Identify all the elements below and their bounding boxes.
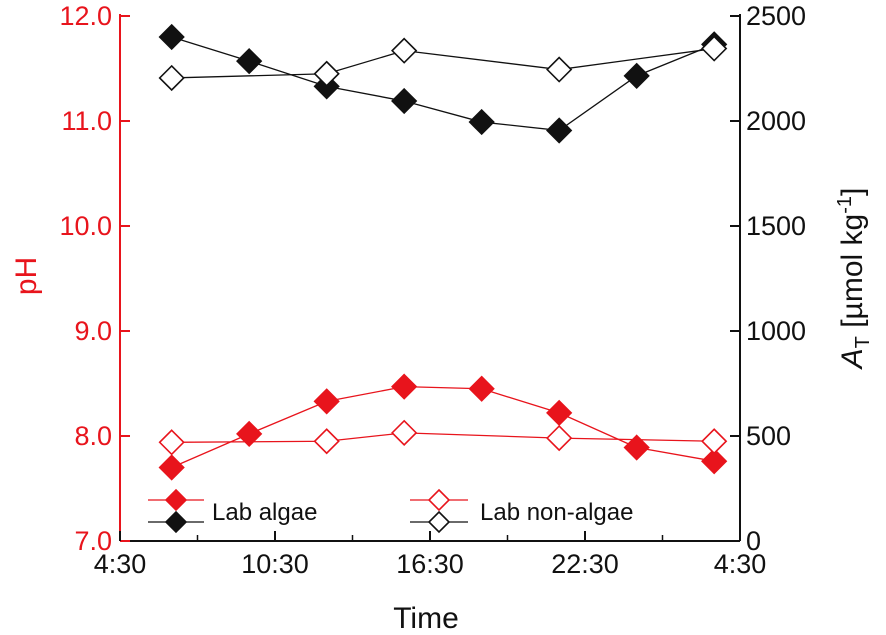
data-point bbox=[158, 23, 185, 51]
data-point bbox=[236, 420, 263, 448]
left-tick-label: 12.0 bbox=[59, 1, 112, 31]
right-tick-label: 2500 bbox=[746, 1, 806, 31]
left-tick-label: 8.0 bbox=[74, 421, 112, 451]
x-axis-title: Time bbox=[393, 602, 459, 635]
axes-layer: 7.0 8.0 9.0 10.0 11.0 12.0 0 500 1000 1500 2000 250… bbox=[59, 1, 806, 579]
right-axis-title: AT [µmol kg-1] bbox=[834, 188, 874, 371]
legend-label: Lab non-algae bbox=[480, 499, 633, 526]
series-line bbox=[171, 385, 715, 469]
right-tick-label: 1500 bbox=[746, 211, 806, 241]
series-left-algae bbox=[158, 373, 728, 481]
data-point bbox=[546, 424, 573, 452]
series-layer bbox=[158, 23, 728, 481]
data-point bbox=[701, 35, 728, 62]
right-axis-title-main: A bbox=[836, 348, 869, 370]
data-point bbox=[701, 428, 728, 455]
right-tick-label: 1000 bbox=[746, 316, 806, 346]
data-point bbox=[623, 62, 650, 89]
data-point bbox=[546, 399, 573, 427]
right-axis-title-sub: T bbox=[852, 336, 874, 348]
legend-marker-black bbox=[164, 510, 188, 534]
data-point bbox=[158, 429, 185, 456]
data-point bbox=[468, 375, 495, 402]
right-tick-label: 0 bbox=[746, 526, 761, 556]
right-tick-label: 2000 bbox=[746, 106, 806, 136]
legend: Lab algae Lab non-algae bbox=[148, 488, 633, 534]
right-axis-title-close: ] bbox=[836, 188, 869, 196]
right-tick-label: 500 bbox=[746, 421, 791, 451]
legend-marker-black bbox=[427, 510, 451, 534]
legend-marker-red bbox=[427, 488, 451, 512]
data-point bbox=[313, 60, 340, 87]
right-axis-title-unit: [µmol kg bbox=[836, 214, 869, 336]
data-point bbox=[313, 388, 340, 415]
legend-entry-lab-algae: Lab algae bbox=[148, 488, 317, 534]
x-tick-label: 16:30 bbox=[396, 549, 464, 579]
left-tick-label: 11.0 bbox=[61, 106, 112, 136]
data-point bbox=[391, 419, 418, 446]
data-point bbox=[236, 48, 263, 75]
data-point bbox=[701, 448, 728, 475]
data-point bbox=[546, 56, 573, 83]
data-point bbox=[313, 428, 340, 455]
data-point bbox=[158, 64, 185, 92]
x-tick-label: 22:30 bbox=[551, 549, 619, 579]
legend-marker-red bbox=[164, 488, 188, 512]
data-point bbox=[546, 117, 573, 144]
series-right-algae bbox=[158, 23, 728, 144]
series-left-non-algae bbox=[158, 419, 728, 456]
series-right-non-algae bbox=[158, 35, 728, 92]
data-point bbox=[158, 454, 185, 481]
data-point bbox=[391, 87, 418, 115]
data-point bbox=[468, 108, 495, 136]
x-tick-label: 4:30 bbox=[714, 549, 767, 579]
legend-label: Lab algae bbox=[212, 499, 317, 526]
data-point bbox=[391, 37, 418, 64]
data-point bbox=[623, 434, 650, 461]
left-tick-label: 7.0 bbox=[74, 526, 112, 556]
legend-entry-lab-non-algae: Lab non-algae bbox=[410, 488, 633, 534]
right-axis-title-sup: -1 bbox=[834, 196, 856, 214]
x-tick-label: 10:30 bbox=[241, 549, 309, 579]
left-tick-label: 10.0 bbox=[59, 211, 112, 241]
left-tick-label: 9.0 bbox=[74, 316, 112, 346]
data-point bbox=[391, 373, 418, 400]
series-line bbox=[171, 36, 715, 132]
x-tick-label: 4:30 bbox=[94, 549, 147, 579]
plot-frame bbox=[119, 14, 741, 542]
left-axis-title: pH bbox=[10, 257, 43, 295]
